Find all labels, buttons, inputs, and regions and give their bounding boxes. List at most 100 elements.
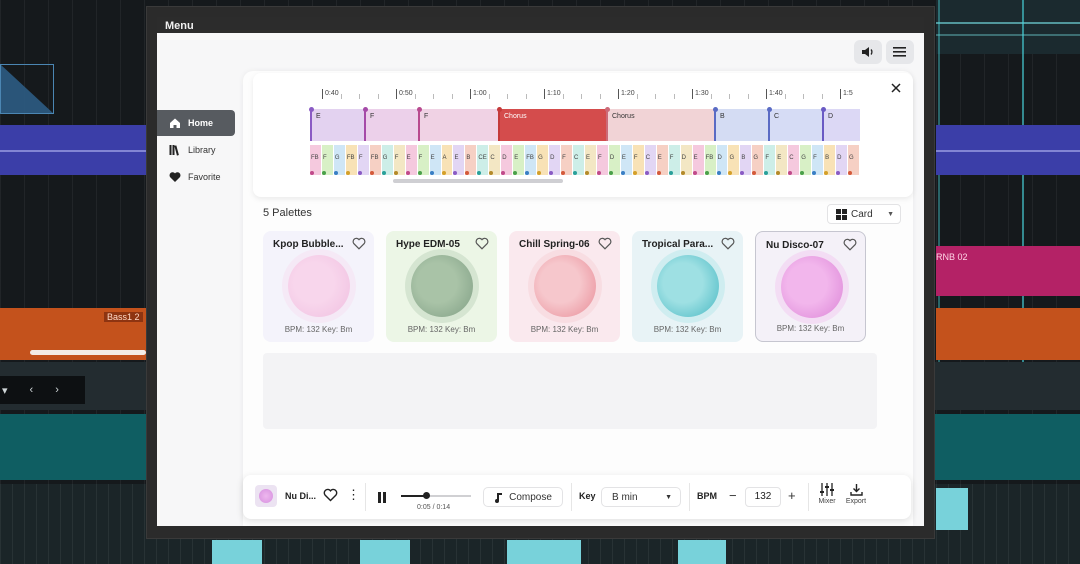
key-select[interactable]: B min ▼ [601,487,681,507]
export-button[interactable]: Export [843,483,869,505]
note-block[interactable] [360,540,410,564]
bass-clip-left[interactable]: Bass1 2 [0,308,146,360]
chord-block[interactable]: E [585,145,596,175]
chord-block[interactable]: F [764,145,776,175]
more-options-icon[interactable]: ⋮ [347,487,360,502]
view-mode-select[interactable]: Card ▼ [827,204,901,224]
section-block[interactable]: F [363,107,418,141]
chord-block[interactable]: FB [525,145,537,175]
chord-block[interactable]: C [644,145,656,175]
chord-block[interactable]: G [728,145,740,175]
chord-block[interactable]: CE [477,145,489,175]
chord-block[interactable]: G [752,145,764,175]
blue-clip-right[interactable] [936,125,1080,175]
section-block[interactable]: B [713,107,768,141]
favorite-toggle[interactable] [598,237,612,255]
blue-clip-left[interactable] [0,125,146,175]
favorite-toggle[interactable] [475,237,489,255]
timeline-ruler[interactable]: 0:40 0:50 1:00 1:10 1:20 1:30 1:40 1:5 [310,87,860,101]
mixer-button[interactable]: Mixer [814,483,840,505]
chord-block[interactable]: D [608,145,620,175]
chord-block[interactable]: C [489,145,501,175]
chord-block[interactable]: F [357,145,369,175]
note-block[interactable] [678,540,726,564]
chord-block[interactable]: B [740,145,752,175]
chord-block[interactable]: A [441,145,453,175]
palette-card[interactable]: Hype EDM-05 BPM: 132 Key: Bm [386,231,497,342]
bpm-input[interactable]: 132 [745,487,781,507]
chord-block[interactable]: F [561,145,573,175]
chord-block[interactable]: FB [345,145,357,175]
chord-block[interactable]: E [429,145,441,175]
chord-block[interactable]: D [501,145,513,175]
chord-block[interactable]: D [716,145,728,175]
track-thumbnail[interactable] [255,485,277,507]
chord-block[interactable]: D [680,145,692,175]
section-track[interactable]: E F F Chorus Chorus B C D [309,107,860,141]
palette-card[interactable]: Chill Spring-06 BPM: 132 Key: Bm [509,231,620,342]
chord-block[interactable]: FB [369,145,381,175]
chord-block[interactable]: E [620,145,632,175]
chord-block[interactable]: D [549,145,561,175]
favorite-toggle[interactable] [721,237,735,255]
chord-block[interactable]: E [776,145,788,175]
section-block[interactable]: D [821,107,860,141]
chord-block[interactable]: B [465,145,477,175]
compose-button[interactable]: Compose [483,487,563,507]
bass-clip-right[interactable] [936,308,1080,360]
volume-button[interactable] [854,40,882,64]
song-timeline[interactable]: 0:40 0:50 1:00 1:10 1:20 1:30 1:40 1:5 E F F Choru… [253,73,913,197]
chord-block[interactable]: G [381,145,393,175]
chevron-left-icon[interactable]: ‹ [29,384,34,396]
rnb-clip[interactable]: RNB 02 [936,246,1080,296]
chord-block[interactable]: G [800,145,812,175]
section-block[interactable]: F [417,107,498,141]
palette-card[interactable]: Tropical Para... BPM: 132 Key: Bm [632,231,743,342]
chord-block[interactable]: F [393,145,405,175]
chord-block[interactable]: E [692,145,704,175]
section-block[interactable]: Chorus [605,107,714,141]
chord-block[interactable]: F [812,145,824,175]
favorite-toggle[interactable] [843,238,857,256]
section-block[interactable]: C [767,107,822,141]
section-block[interactable]: E [309,107,364,141]
chord-block[interactable]: F [417,145,429,175]
chord-block[interactable]: F [668,145,680,175]
chord-block[interactable]: C [788,145,800,175]
chord-block[interactable]: F [321,145,333,175]
chord-block[interactable]: F [596,145,608,175]
chord-block[interactable]: FB [310,145,321,175]
chord-block[interactable]: E [453,145,465,175]
chord-block[interactable]: C [573,145,584,175]
menu-button[interactable] [886,40,914,64]
sidebar-item-home[interactable]: Home [157,110,235,136]
palette-card[interactable]: Nu Disco-07 BPM: 132 Key: Bm [755,231,866,342]
chord-block[interactable]: B [824,145,836,175]
progress-knob[interactable] [423,492,431,499]
favorite-toggle[interactable] [352,237,366,255]
section-block[interactable]: Chorus [497,107,606,141]
note-block[interactable] [936,488,968,530]
chord-block[interactable]: FB [704,145,716,175]
bpm-increase-button[interactable]: + [788,488,796,503]
sidebar-item-favorite[interactable]: Favorite [157,164,235,190]
chord-block[interactable]: D [836,145,848,175]
pause-button[interactable] [377,490,387,508]
chord-block[interactable]: G [333,145,345,175]
chevron-down-icon[interactable]: ▾ [2,384,8,397]
bpm-decrease-button[interactable]: − [729,488,737,503]
chevron-right-icon[interactable]: › [55,384,59,396]
note-block[interactable] [507,540,581,564]
chord-block[interactable]: G [537,145,549,175]
playback-progress-slider[interactable] [401,492,471,499]
timeline-scrollbar[interactable] [393,179,563,183]
chord-track[interactable]: FB F G FB F FB G F E F E A E B CE C D E FB G D F C E F D E F C E F D E FB… [310,145,860,175]
close-button[interactable] [885,77,907,99]
sidebar-item-library[interactable]: Library [157,137,235,163]
chord-block[interactable]: G [848,145,859,175]
chord-block[interactable]: E [656,145,668,175]
chord-block[interactable]: F [632,145,644,175]
palette-card[interactable]: Kpop Bubble... BPM: 132 Key: Bm [263,231,374,342]
favorite-button[interactable] [323,488,338,507]
chord-block[interactable]: E [405,145,417,175]
